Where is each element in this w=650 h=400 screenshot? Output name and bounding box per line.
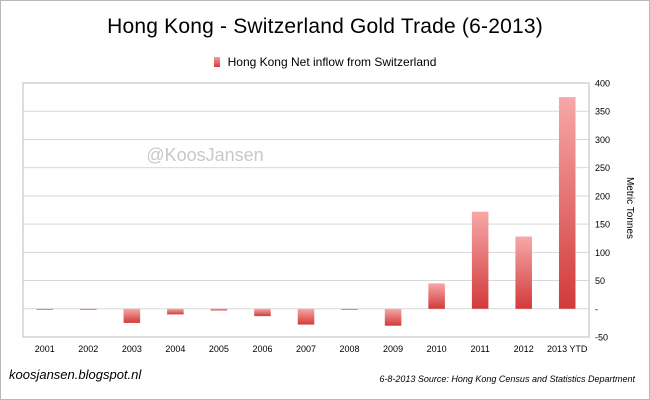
y-tick-label: 100	[595, 248, 610, 258]
x-tick-label: 2008	[340, 344, 360, 354]
source-note: 6-8-2013 Source: Hong Kong Census and St…	[379, 374, 635, 384]
x-tick-label: 2001	[35, 344, 55, 354]
bar	[210, 308, 228, 311]
x-tick-label: 2005	[209, 344, 229, 354]
bar	[471, 211, 489, 309]
x-tick-label: 2012	[514, 344, 534, 354]
y-tick-label: 200	[595, 191, 610, 201]
bar	[36, 308, 54, 310]
y-tick-label: -50	[595, 333, 608, 343]
legend-swatch	[213, 57, 220, 67]
bar	[384, 308, 402, 326]
bar	[80, 308, 97, 310]
y-tick-label: 300	[595, 135, 610, 145]
x-tick-label: 2006	[252, 344, 272, 354]
bar	[123, 308, 141, 323]
bar	[297, 308, 315, 325]
site-credit: koosjansen.blogspot.nl	[9, 367, 142, 382]
bar	[558, 97, 576, 309]
x-tick-label: 2007	[296, 344, 316, 354]
plot-border	[22, 82, 590, 338]
y-tick-label: 250	[595, 163, 610, 173]
y-axis-label: Metric Tonnes	[624, 177, 635, 239]
x-tick-label: 2013 YTD	[547, 344, 588, 354]
x-tick-label: 2009	[383, 344, 403, 354]
bar	[428, 283, 445, 309]
bar	[515, 236, 532, 309]
y-tick-label: -	[595, 304, 598, 314]
x-tick-label: 2002	[78, 344, 98, 354]
x-tick-label: 2011	[470, 344, 489, 354]
legend-label: Hong Kong Net inflow from Switzerland	[227, 55, 437, 69]
y-tick-label: 400	[595, 79, 610, 89]
y-tick-label: 50	[595, 276, 605, 286]
y-tick-label: 150	[595, 220, 610, 230]
x-tick-label: 2003	[122, 344, 142, 354]
y-tick-label: 350	[595, 107, 610, 117]
bar	[254, 308, 271, 317]
bar	[167, 308, 184, 315]
chart-legend: Hong Kong Net inflow from Switzerland	[1, 55, 649, 69]
bar	[341, 308, 358, 310]
x-tick-label: 2004	[165, 344, 185, 354]
chart-title: Hong Kong - Switzerland Gold Trade (6-20…	[107, 15, 543, 38]
x-tick-label: 2010	[427, 344, 447, 354]
watermark-text: @KoosJansen	[146, 145, 263, 165]
